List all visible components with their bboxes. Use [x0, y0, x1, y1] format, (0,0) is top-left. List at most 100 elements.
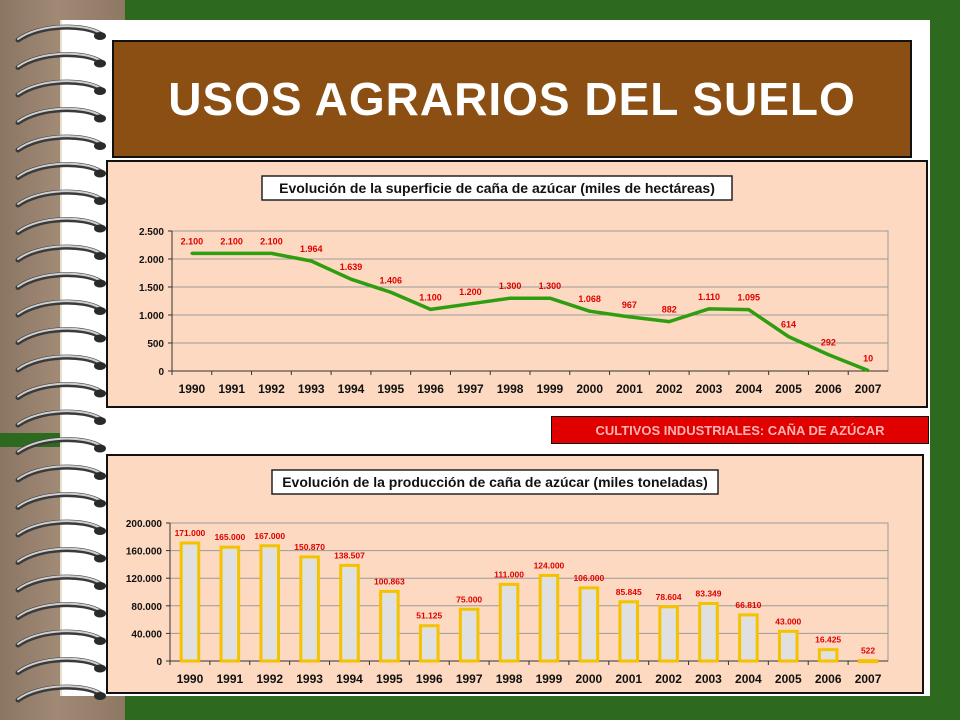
ring-icon — [15, 299, 106, 318]
bar — [578, 586, 600, 663]
bar — [379, 589, 400, 663]
ring-icon — [15, 327, 106, 345]
data-point — [787, 335, 791, 339]
data-label: 882 — [662, 305, 677, 315]
ring-icon — [15, 547, 106, 565]
data-label: 165.000 — [214, 532, 245, 542]
chart-title-box — [271, 469, 719, 495]
bar-chart: Evolución de la producción de caña de az… — [126, 469, 889, 686]
chart-title-box — [261, 175, 733, 201]
data-point — [588, 309, 592, 313]
data-label: 967 — [622, 300, 637, 310]
chart-title: Evolución de la superficie de caña de az… — [279, 180, 715, 196]
data-label: 167.000 — [254, 531, 285, 541]
ring-icon — [15, 574, 106, 593]
data-label: 292 — [821, 338, 836, 348]
ring-icon — [15, 684, 106, 703]
data-label: 66.810 — [735, 600, 761, 610]
y-tick-label: 80.000 — [131, 602, 162, 613]
ring-icon — [15, 437, 106, 455]
data-label: 522 — [861, 646, 875, 656]
ring-icon — [15, 107, 106, 125]
data-point — [468, 302, 472, 306]
x-tick-label: 1998 — [497, 382, 524, 396]
y-tick-label: 1.000 — [139, 311, 164, 322]
bar — [698, 601, 719, 663]
bar — [857, 659, 879, 664]
x-tick-label: 2002 — [655, 672, 682, 686]
series-line — [191, 251, 869, 373]
data-point — [707, 307, 711, 311]
y-tick-label: 200.000 — [126, 519, 163, 530]
x-tick-label: 2005 — [775, 382, 802, 396]
bar — [778, 629, 799, 663]
bar — [419, 624, 440, 663]
x-tick-label: 1994 — [338, 382, 365, 396]
y-tick-label: 0 — [156, 657, 162, 668]
x-tick-label: 1995 — [377, 382, 404, 396]
ring-icon — [15, 464, 106, 483]
y-tick-label: 1.500 — [139, 283, 164, 294]
bar — [259, 544, 280, 663]
x-tick-label: 2006 — [815, 382, 842, 396]
y-tick-label: 2.000 — [139, 255, 164, 266]
x-tick-label: 2007 — [855, 382, 882, 396]
ring-icon — [15, 272, 106, 290]
x-tick-label: 2001 — [616, 382, 643, 396]
ring-icon — [15, 492, 106, 510]
data-point — [309, 259, 313, 263]
x-tick-label: 1991 — [218, 382, 245, 396]
x-tick-label: 1996 — [417, 382, 444, 396]
data-point — [627, 315, 631, 319]
ring-icon — [15, 657, 106, 675]
production-chart-panel: Evolución de la producción de caña de az… — [106, 454, 924, 694]
bar — [219, 545, 241, 663]
data-label: 1.639 — [340, 262, 363, 272]
x-tick-label: 1991 — [216, 672, 243, 686]
ring-icon — [15, 409, 106, 428]
x-tick-label: 2007 — [855, 672, 882, 686]
y-tick-label: 2.500 — [139, 227, 164, 238]
x-tick-label: 1996 — [416, 672, 443, 686]
x-tick-label: 1994 — [336, 672, 363, 686]
bar — [538, 573, 560, 663]
bar — [817, 648, 839, 663]
ring-icon — [15, 24, 106, 43]
x-tick-label: 1995 — [376, 672, 403, 686]
data-label: 1.406 — [380, 275, 403, 285]
ring-icon — [15, 189, 106, 208]
data-label: 75.000 — [456, 594, 482, 604]
data-label: 51.125 — [416, 611, 442, 621]
x-tick-label: 2002 — [656, 382, 683, 396]
x-tick-label: 1993 — [296, 672, 323, 686]
data-label: 2.100 — [220, 236, 243, 246]
ring-icon — [15, 162, 106, 180]
data-label: 10 — [863, 353, 873, 363]
bar — [618, 600, 639, 663]
data-label: 1.100 — [419, 292, 442, 302]
bar — [458, 607, 480, 663]
x-tick-label: 2004 — [735, 382, 762, 396]
x-tick-label: 2000 — [575, 672, 602, 686]
ring-icon — [15, 244, 106, 263]
data-point — [269, 251, 273, 255]
data-point — [508, 296, 512, 300]
x-tick-label: 1997 — [457, 382, 484, 396]
x-tick-label: 1992 — [256, 672, 283, 686]
data-label: 1.964 — [300, 244, 323, 254]
line-chart: Evolución de la superficie de caña de az… — [139, 175, 889, 396]
ring-icon — [15, 602, 106, 620]
x-tick-label: 2004 — [735, 672, 762, 686]
x-tick-label: 1990 — [179, 382, 206, 396]
data-point — [190, 251, 194, 255]
data-label: 2.100 — [260, 236, 283, 246]
data-label: 1.200 — [459, 287, 482, 297]
data-label: 138.507 — [334, 550, 365, 560]
data-label: 1.110 — [698, 292, 720, 302]
data-label: 1.095 — [738, 293, 761, 303]
bar — [339, 563, 360, 663]
data-label: 83.349 — [696, 588, 722, 598]
x-tick-label: 2003 — [695, 672, 722, 686]
ring-icon — [15, 134, 106, 153]
data-label: 78.604 — [656, 592, 682, 602]
